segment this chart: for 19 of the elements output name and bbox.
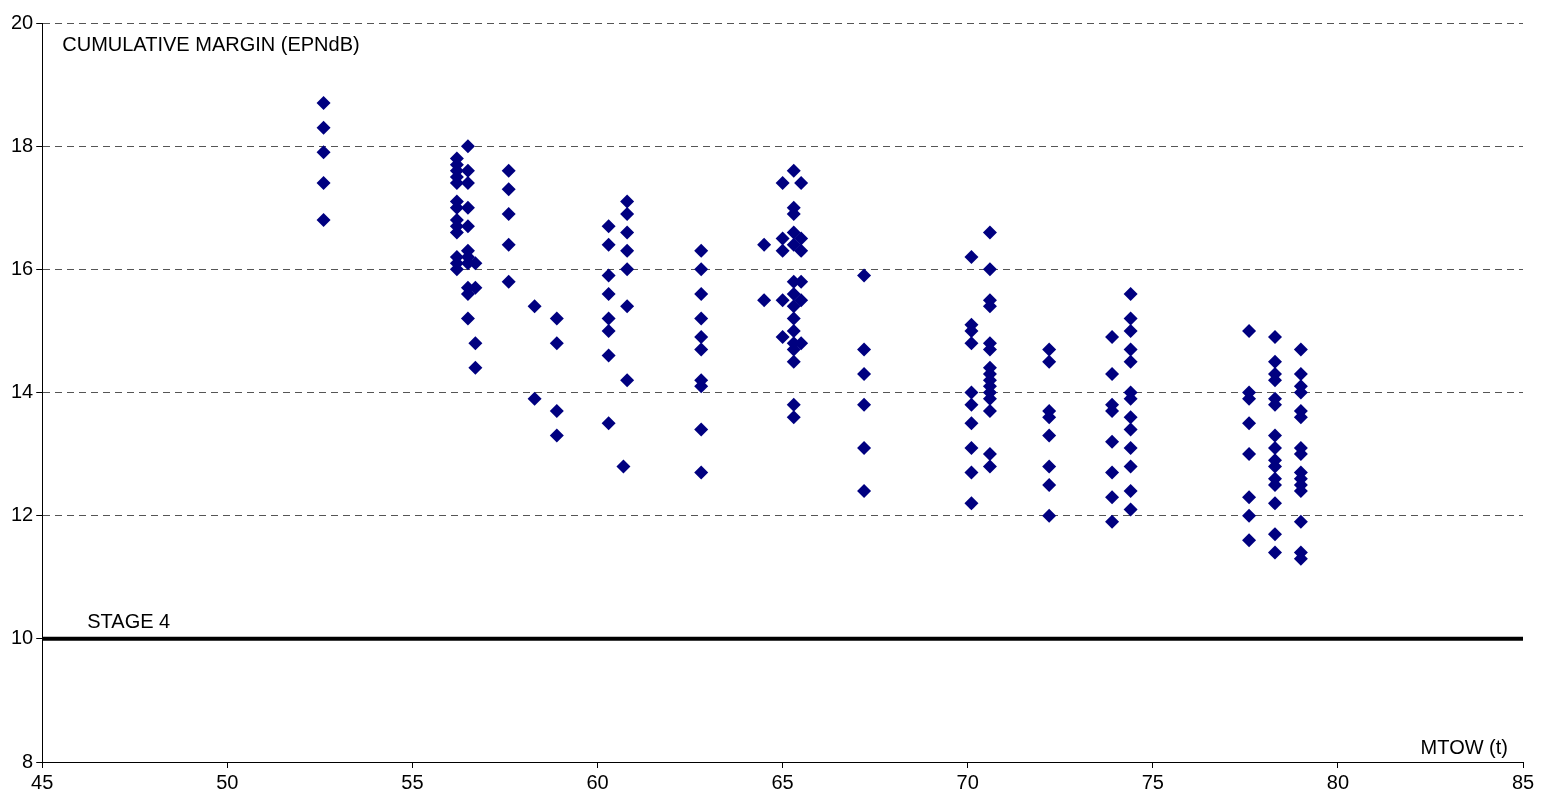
x-tick-label: 70 bbox=[956, 770, 979, 793]
ref-line-label: STAGE 4 bbox=[87, 610, 171, 633]
y-tick-label: 12 bbox=[11, 503, 34, 526]
y-tick-label: 16 bbox=[11, 256, 34, 279]
x-tick-label: 65 bbox=[771, 770, 794, 793]
x-tick-label: 60 bbox=[586, 770, 609, 793]
x-tick-label: 50 bbox=[216, 770, 239, 793]
x-tick-label: 75 bbox=[1141, 770, 1164, 793]
y-tick-label: 10 bbox=[11, 626, 34, 649]
x-tick-label: 85 bbox=[1511, 770, 1535, 793]
x-tick-label: 80 bbox=[1326, 770, 1350, 793]
y-tick-label: 20 bbox=[11, 10, 34, 33]
x-axis-title: MTOW (t) bbox=[1420, 735, 1508, 758]
y-tick-label: 18 bbox=[11, 133, 34, 156]
x-tick-label: 55 bbox=[401, 770, 424, 793]
x-tick-label: 45 bbox=[31, 770, 54, 793]
y-axis-title: CUMULATIVE MARGIN (EPNdB) bbox=[62, 32, 360, 55]
y-tick-label: 8 bbox=[22, 749, 34, 772]
y-tick-label: 14 bbox=[11, 380, 34, 403]
